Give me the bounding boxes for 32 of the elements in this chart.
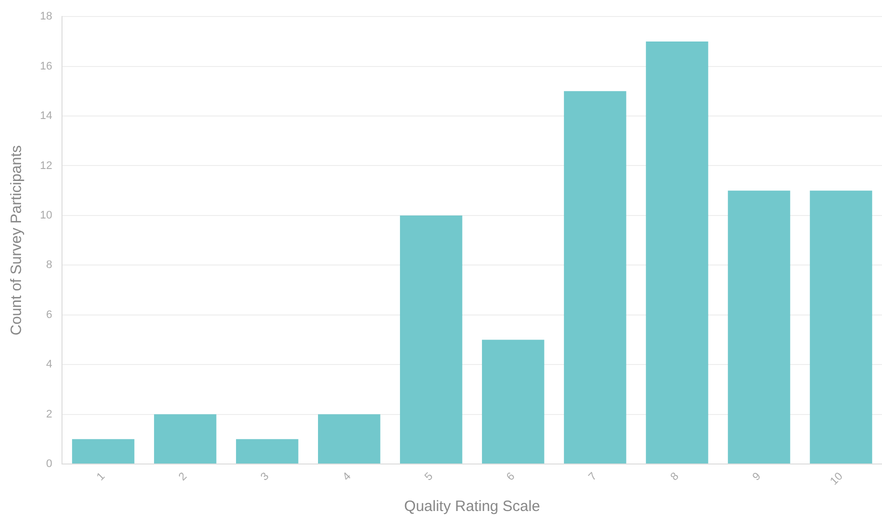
x-tick-label: 10 — [828, 470, 846, 488]
y-tick-label: 2 — [46, 408, 52, 420]
bar — [72, 439, 134, 464]
bar — [236, 439, 298, 464]
bar — [728, 190, 790, 464]
y-tick-label: 4 — [46, 358, 52, 371]
y-tick-label: 16 — [40, 60, 52, 72]
bar — [564, 91, 626, 464]
bar — [318, 414, 380, 464]
y-tick-label: 8 — [46, 259, 52, 272]
x-axis-title: Quality Rating Scale — [404, 498, 540, 516]
y-axis-title: Count of Survey Participants — [8, 145, 26, 336]
bar — [154, 414, 216, 464]
x-tick-label: 2 — [176, 470, 190, 484]
x-tick-label: 4 — [340, 470, 354, 484]
y-tick-label: 0 — [46, 458, 52, 470]
y-tick-label: 10 — [40, 209, 52, 222]
x-tick-label: 6 — [504, 470, 518, 484]
y-tick-label: 12 — [40, 160, 52, 172]
y-tick-label: 18 — [40, 10, 52, 23]
x-tick-label: 7 — [586, 470, 600, 484]
bar — [400, 215, 462, 464]
x-tick-label: 5 — [422, 470, 436, 484]
bar — [482, 340, 544, 464]
bar — [810, 190, 872, 464]
y-tick-label: 6 — [46, 308, 52, 321]
y-tick-label: 14 — [40, 110, 52, 122]
bar — [646, 41, 708, 464]
x-tick-label: 1 — [94, 470, 108, 484]
x-tick-label: 8 — [668, 470, 682, 484]
x-tick-label: 3 — [258, 470, 272, 484]
x-tick-label: 9 — [750, 470, 764, 484]
